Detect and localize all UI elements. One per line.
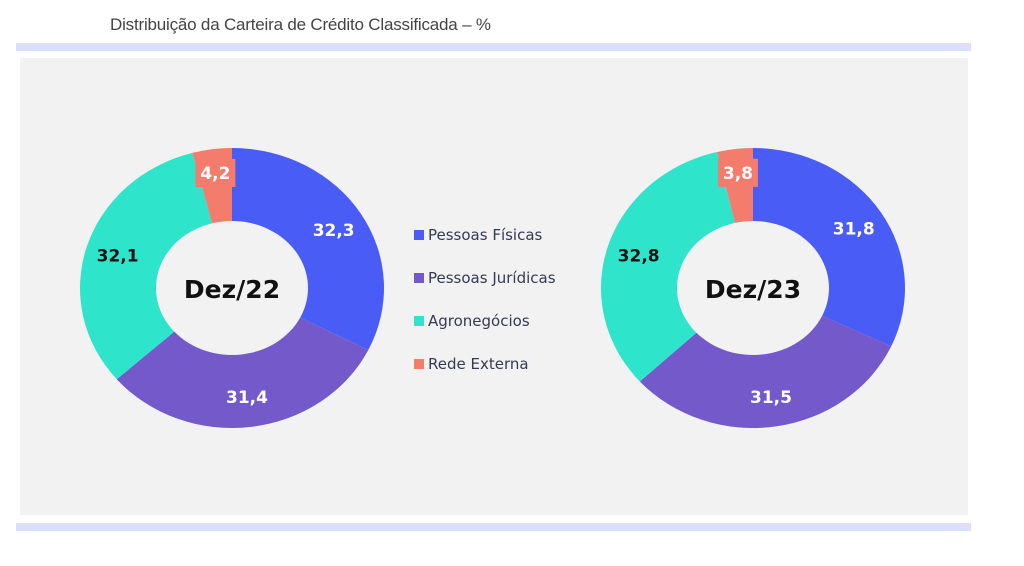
legend-item: Pessoas Jurídicas (414, 256, 556, 299)
legend-swatch (414, 229, 424, 240)
data-label: 32,3 (313, 221, 355, 241)
legend-label: Rede Externa (428, 354, 529, 373)
donut-slice-pessoas-f-sicas (753, 148, 905, 347)
legend-item: Rede Externa (414, 342, 556, 385)
label-background (717, 158, 758, 187)
legend: Pessoas Físicas Pessoas Jurídicas Agrone… (414, 213, 556, 385)
data-label: 32,8 (618, 246, 660, 266)
legend-swatch (414, 315, 424, 326)
legend-label: Agronegócios (428, 311, 530, 330)
legend-label: Pessoas Físicas (428, 225, 543, 244)
center-label: Dez/23 (705, 275, 801, 304)
chart-title: Distribuição da Carteira de Crédito Clas… (110, 15, 491, 34)
data-label: 31,4 (226, 388, 268, 408)
data-label: 31,5 (750, 388, 792, 408)
data-label: 32,1 (97, 247, 139, 267)
chart-panel (20, 58, 968, 515)
data-label: 4,2 (200, 164, 230, 184)
legend-item: Pessoas Físicas (414, 213, 556, 256)
donut-slice-agroneg-cios (80, 152, 213, 380)
data-label: 31,8 (833, 220, 875, 240)
donut-slice-pessoas-jur-dicas (639, 315, 892, 428)
legend-item: Agronegócios (414, 299, 556, 342)
legend-swatch (414, 272, 424, 283)
label-background (195, 158, 236, 187)
legend-label: Pessoas Jurídicas (428, 268, 556, 287)
center-label: Dez/22 (184, 275, 280, 304)
legend-swatch (414, 358, 424, 369)
top-divider (16, 43, 971, 51)
bottom-divider (16, 523, 971, 531)
donut-slice-pessoas-f-sicas (232, 148, 384, 350)
donut-slice-agroneg-cios (601, 151, 736, 382)
data-label: 3,8 (723, 164, 753, 184)
donut-slice-pessoas-jur-dicas (116, 317, 369, 428)
